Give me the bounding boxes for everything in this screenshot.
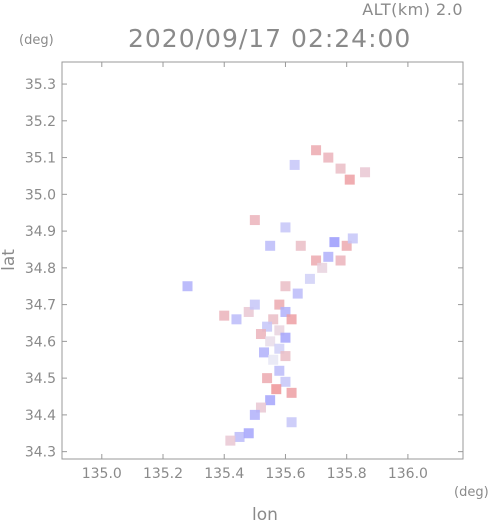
y-axis-unit: (deg) [19,33,54,48]
heatmap-cell [280,376,291,387]
chart-title: 2020/09/17 02:24:00 [128,24,412,53]
heatmap-cell [234,431,245,442]
heatmap-cell [274,343,285,354]
heatmap-cell [249,299,260,310]
heatmap-cell [262,321,273,332]
heatmap-cell [255,329,266,340]
heatmap-cell [265,336,276,347]
heatmap-cell [295,240,306,251]
heatmap-cell [280,222,291,233]
y-tick-label: 34.8 [25,261,56,277]
heatmap-cell [286,314,297,325]
heatmap-cell [289,159,300,170]
heatmap-cell [243,428,254,439]
heatmap-cell [249,409,260,420]
heatmap-cell [265,240,276,251]
y-tick-label: 34.6 [25,334,56,350]
x-tick-label: 135.6 [265,466,305,482]
heatmap-cell [280,281,291,292]
y-tick-label: 34.9 [25,224,56,240]
heatmap-cell [243,306,254,317]
heatmap-cell [280,351,291,362]
heatmap-cell [335,163,346,174]
x-tick-label: 135.8 [327,466,367,482]
altitude-label: ALT(km) 2.0 [362,0,463,19]
heatmap-cell [280,306,291,317]
y-tick-label: 34.3 [25,445,56,461]
heatmap-cell [317,262,328,273]
heatmap-cell [225,435,236,446]
heatmap-cell [329,237,340,248]
y-tick-label: 35.1 [25,151,56,167]
heatmap-cell [292,288,303,299]
y-tick-label: 34.4 [25,408,56,424]
heatmap-cell [323,251,334,262]
heatmap-cell [255,402,266,413]
heatmap-cell [274,325,285,336]
heatmap-cell [268,314,279,325]
y-tick-label: 34.5 [25,371,56,387]
plot-frame [61,61,464,460]
heatmap-cell [268,354,279,365]
heatmap-cell [304,273,315,284]
heatmap-cell [347,233,358,244]
y-tick-label: 35.3 [25,77,56,93]
heatmap-cell [274,299,285,310]
x-tick-label: 135.4 [204,466,244,482]
heatmap-cell [274,365,285,376]
heatmap-cell [335,255,346,266]
heatmap-cell [265,395,276,406]
y-tick-label: 34.7 [25,298,56,314]
heatmap-cell [262,373,273,384]
x-tick-label: 135.0 [82,466,122,482]
heatmap-cell [286,387,297,398]
x-axis-ticks: 135.0 135.2 135.4 135.6 135.8 136.0 [82,62,428,482]
data-marks [182,145,371,446]
x-tick-label: 136.0 [388,466,428,482]
heatmap-cell [249,215,260,226]
heatmap-cell [259,347,270,358]
heatmap-cell [344,174,355,185]
heatmap-cell [323,152,334,163]
heatmap-cell [219,310,230,321]
y-tick-label: 35.2 [25,114,56,130]
heatmap-cell [311,255,322,266]
y-tick-label: 35.0 [25,187,56,203]
heatmap-cell [231,314,242,325]
heatmap-cell [280,332,291,343]
heatmap-cell [360,167,371,178]
x-tick-label: 135.2 [143,466,183,482]
x-axis-unit: (deg) [454,485,489,500]
heatmap-cell [182,281,193,292]
heatmap-cell [311,145,322,156]
heatmap-cell [271,384,282,395]
y-axis-ticks: 34.3 34.4 34.5 34.6 34.7 34.8 34.9 35.0 35.1 35.2… [25,77,463,461]
x-axis-label: lon [252,505,278,525]
heatmap-cell [286,417,297,428]
heatmap-cell [341,240,352,251]
